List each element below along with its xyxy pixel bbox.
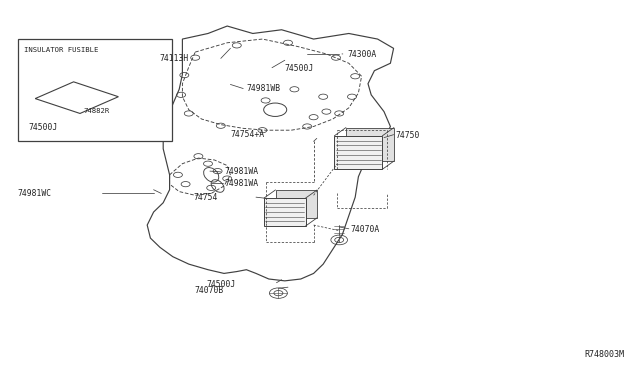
Bar — [275, 190, 317, 218]
Text: 74500J: 74500J — [28, 123, 58, 132]
Text: 74300A: 74300A — [348, 50, 377, 59]
Text: 74754: 74754 — [193, 193, 218, 202]
Text: 74750: 74750 — [396, 131, 420, 140]
Text: 74500J: 74500J — [206, 280, 236, 289]
Text: 74754+A: 74754+A — [230, 130, 264, 139]
Text: 74981WA: 74981WA — [224, 179, 258, 187]
Text: 74070B: 74070B — [195, 286, 224, 295]
Text: R748003M: R748003M — [584, 350, 624, 359]
Polygon shape — [147, 26, 394, 281]
Text: 74981WC: 74981WC — [17, 189, 51, 198]
Text: 74981WB: 74981WB — [246, 84, 280, 93]
Bar — [18, 39, 172, 141]
Text: 74882R: 74882R — [83, 108, 109, 114]
Text: 74070A: 74070A — [351, 225, 380, 234]
Bar — [264, 198, 306, 226]
Text: 74981WA: 74981WA — [224, 167, 258, 176]
Bar — [346, 128, 394, 161]
Text: INSULATOR FUSIBLE: INSULATOR FUSIBLE — [24, 46, 99, 52]
Bar — [335, 136, 383, 169]
Text: 74113H: 74113H — [159, 54, 189, 63]
Text: 74500J: 74500J — [285, 64, 314, 73]
